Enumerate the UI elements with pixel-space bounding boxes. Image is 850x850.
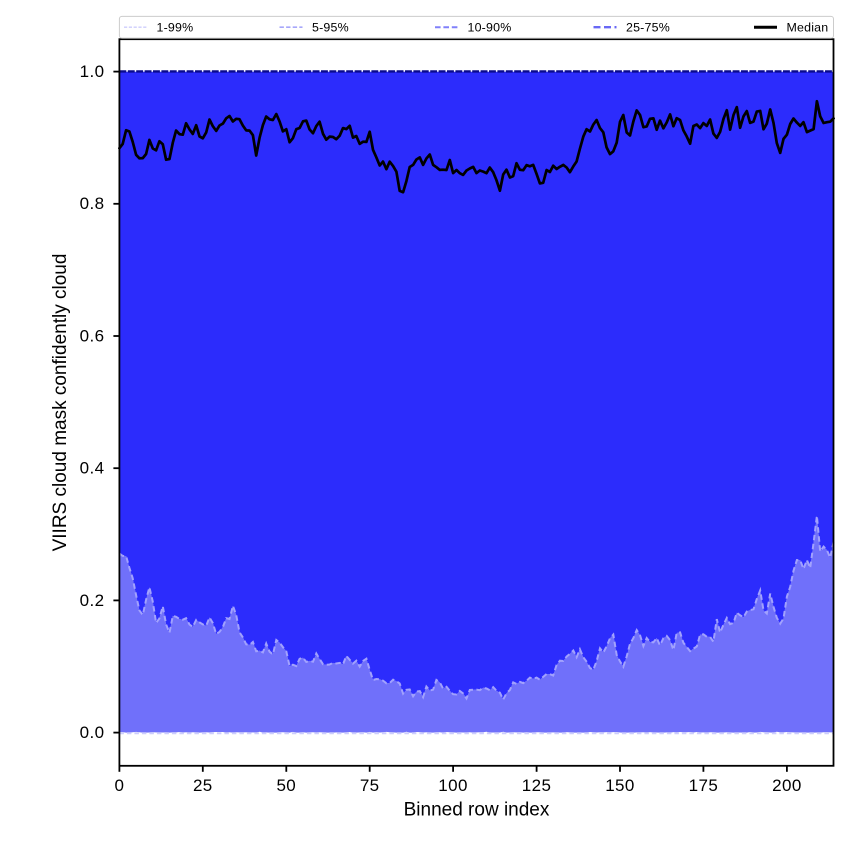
svg-text:50: 50 xyxy=(276,776,296,795)
svg-text:1-99%: 1-99% xyxy=(157,20,194,34)
svg-text:100: 100 xyxy=(438,776,468,795)
svg-text:Median: Median xyxy=(787,20,829,34)
svg-text:0.4: 0.4 xyxy=(80,459,105,478)
svg-text:Binned row index: Binned row index xyxy=(404,800,550,821)
svg-text:175: 175 xyxy=(689,776,719,795)
svg-text:200: 200 xyxy=(772,776,802,795)
svg-text:25: 25 xyxy=(193,776,213,795)
svg-text:VIIRS cloud mask confidently c: VIIRS cloud mask confidently cloud xyxy=(50,254,71,552)
svg-text:0.8: 0.8 xyxy=(80,194,105,213)
svg-text:0.6: 0.6 xyxy=(80,326,105,345)
svg-text:0.2: 0.2 xyxy=(80,591,105,610)
svg-text:0.0: 0.0 xyxy=(80,723,105,742)
svg-text:10-90%: 10-90% xyxy=(468,20,512,34)
svg-text:125: 125 xyxy=(522,776,552,795)
svg-text:150: 150 xyxy=(605,776,635,795)
svg-text:0: 0 xyxy=(114,776,124,795)
svg-text:25-75%: 25-75% xyxy=(626,20,670,34)
svg-text:75: 75 xyxy=(360,776,380,795)
svg-text:5-95%: 5-95% xyxy=(312,20,349,34)
svg-text:1.0: 1.0 xyxy=(80,62,105,81)
